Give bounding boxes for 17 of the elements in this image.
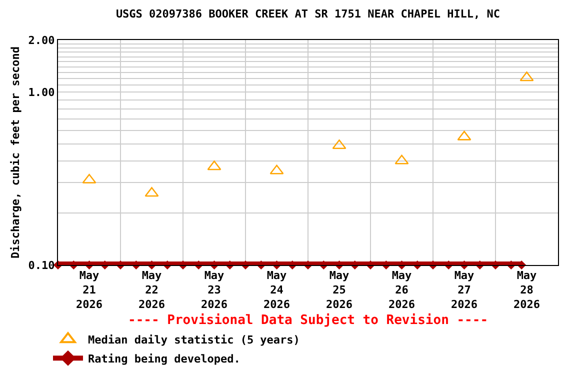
legend-label: Rating being developed. xyxy=(88,352,240,366)
chart-title: USGS 02097386 BOOKER CREEK AT SR 1751 NEAR CHAPEL HILL, NC xyxy=(116,7,500,20)
legend-label: Median daily statistic (5 years) xyxy=(88,333,300,346)
y-tick-label: 2.00 xyxy=(28,34,55,47)
text: ---- Provisional Data Subject to Revision ---- xyxy=(128,313,488,328)
x-tick-label: May 21 2026 xyxy=(76,269,103,311)
point xyxy=(332,139,346,150)
x-tick-label: May 23 2026 xyxy=(201,269,228,311)
x-tick-label: May 28 2026 xyxy=(514,269,540,311)
y-axis-title: Discharge, cubic feet per second xyxy=(8,46,22,258)
x-tick-label: May 27 2026 xyxy=(451,269,478,311)
y-tick-label: 1.00 xyxy=(28,86,55,99)
y-tick-label: 0.10 xyxy=(28,258,55,272)
x-tick-label: May 26 2026 xyxy=(388,269,416,311)
x-tick-label: May 25 2026 xyxy=(326,269,353,311)
x-tick-label: May 24 2026 xyxy=(264,269,290,311)
x-tick-label: May 22 2026 xyxy=(138,269,166,311)
